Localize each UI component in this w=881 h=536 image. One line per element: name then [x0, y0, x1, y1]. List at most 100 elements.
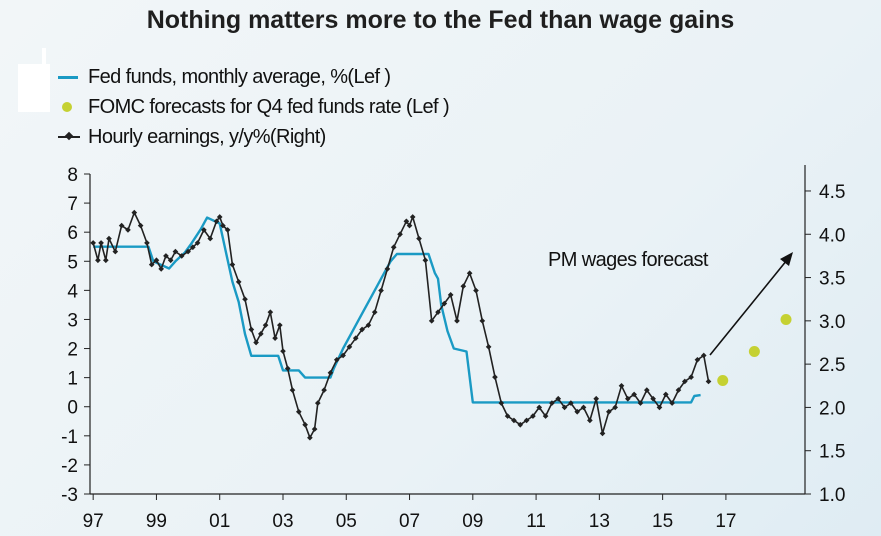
earnings-point	[346, 343, 353, 350]
earnings-point	[555, 395, 562, 402]
x-tick-label: 17	[715, 511, 736, 532]
earnings-point	[631, 391, 637, 398]
earnings-point	[340, 352, 346, 359]
earnings-point	[131, 209, 138, 216]
earnings-point	[681, 378, 688, 385]
earnings-point	[549, 400, 555, 406]
right-tick-label: 1.5	[819, 442, 845, 463]
earnings-point	[466, 270, 473, 277]
earnings-point	[688, 374, 694, 380]
earnings-point	[229, 261, 236, 268]
x-tick-label: 09	[462, 511, 483, 532]
earnings-point	[112, 248, 119, 255]
legend-marker-line-icon	[58, 130, 84, 144]
earnings-point	[612, 404, 619, 411]
earnings-point	[148, 261, 155, 268]
x-tick-label: 11	[526, 511, 546, 532]
earnings-point	[568, 400, 574, 406]
earnings-point	[365, 322, 372, 328]
earnings-point	[253, 339, 259, 346]
right-tick-label: 3.5	[819, 269, 845, 290]
earnings-point	[705, 378, 712, 385]
earnings-point	[523, 417, 530, 424]
chart-title: Nothing matters more to the Fed than wag…	[146, 6, 735, 34]
earnings-point	[428, 318, 435, 324]
earnings-point	[272, 335, 278, 341]
right-tick-label: 4.0	[819, 225, 845, 246]
earnings-point	[498, 400, 505, 406]
earnings-point	[311, 426, 318, 432]
earnings-point	[194, 240, 201, 246]
earnings-point	[158, 266, 165, 272]
earnings-point	[492, 374, 498, 380]
earnings-point	[207, 235, 214, 242]
earnings-point	[454, 318, 460, 324]
earnings-point	[295, 408, 302, 415]
earnings-point	[675, 387, 682, 393]
earnings-point	[307, 434, 313, 441]
earnings-point	[262, 322, 269, 328]
fomc-forecast-point	[780, 313, 792, 325]
earnings-point	[643, 387, 650, 393]
earnings-point	[479, 318, 486, 324]
chart-legend: Fed funds, monthly average, %(Lef ) FOMC…	[58, 62, 450, 152]
earnings-point	[593, 395, 600, 402]
x-tick-label: 97	[83, 511, 104, 532]
earnings-point	[284, 365, 291, 372]
left-tick-label: 7	[67, 194, 78, 215]
left-tick-label: 0	[67, 398, 78, 419]
earnings-point	[473, 287, 479, 294]
annotation-arrow-line	[709, 259, 788, 356]
left-tick-label: 5	[67, 252, 78, 273]
earnings-point	[580, 404, 587, 411]
fomc-forecast-point	[717, 375, 729, 387]
earnings-point	[201, 227, 207, 233]
x-tick-label: 01	[209, 511, 230, 532]
x-tick-label: 13	[589, 511, 610, 532]
left-tick-label: 6	[67, 223, 78, 244]
earnings-point	[409, 214, 416, 220]
earnings-point	[280, 348, 286, 354]
earnings-point	[144, 240, 150, 246]
earnings-point	[504, 413, 511, 419]
left-tick-label: 4	[67, 281, 78, 302]
earnings-point	[618, 382, 625, 389]
earnings-point	[153, 257, 160, 264]
fomc-forecast-point	[748, 345, 760, 357]
earnings-point	[333, 356, 340, 363]
earnings-point	[352, 335, 359, 341]
legend-white-tick	[42, 48, 46, 66]
annotation-arrow-head-icon	[780, 252, 793, 266]
earnings-point	[235, 279, 242, 285]
earnings-point	[216, 214, 223, 220]
earnings-point	[95, 257, 101, 264]
earnings-point	[220, 222, 226, 229]
legend-white-box	[18, 64, 50, 112]
earnings-point	[137, 222, 144, 229]
left-tick-label: 1	[67, 369, 78, 390]
earnings-point	[359, 326, 365, 333]
series-fed-funds-line	[93, 216, 701, 404]
left-tick-label: -1	[61, 427, 78, 448]
earnings-point	[637, 400, 644, 406]
earnings-point	[530, 413, 536, 419]
earnings-point	[321, 387, 327, 393]
earnings-point	[172, 248, 179, 255]
earnings-point	[625, 395, 631, 402]
earnings-point	[700, 352, 707, 359]
earnings-point	[511, 417, 517, 424]
earnings-point	[403, 218, 410, 225]
earnings-point	[384, 266, 391, 272]
earnings-point	[694, 356, 701, 363]
annotation-pm-wages-forecast: PM wages forecast	[548, 249, 709, 271]
legend-label-earnings: Hourly earnings, y/y%(Right)	[88, 125, 326, 148]
earnings-point	[650, 395, 656, 402]
left-tick-label: 3	[67, 310, 78, 331]
left-tick-label: 2	[67, 340, 78, 361]
earnings-point	[224, 227, 231, 233]
legend-item-fed-funds: Fed funds, monthly average, %(Lef )	[58, 62, 449, 92]
right-tick-label: 2.5	[819, 355, 845, 376]
legend-dot-marker-icon	[58, 100, 84, 114]
earnings-point	[248, 326, 255, 333]
